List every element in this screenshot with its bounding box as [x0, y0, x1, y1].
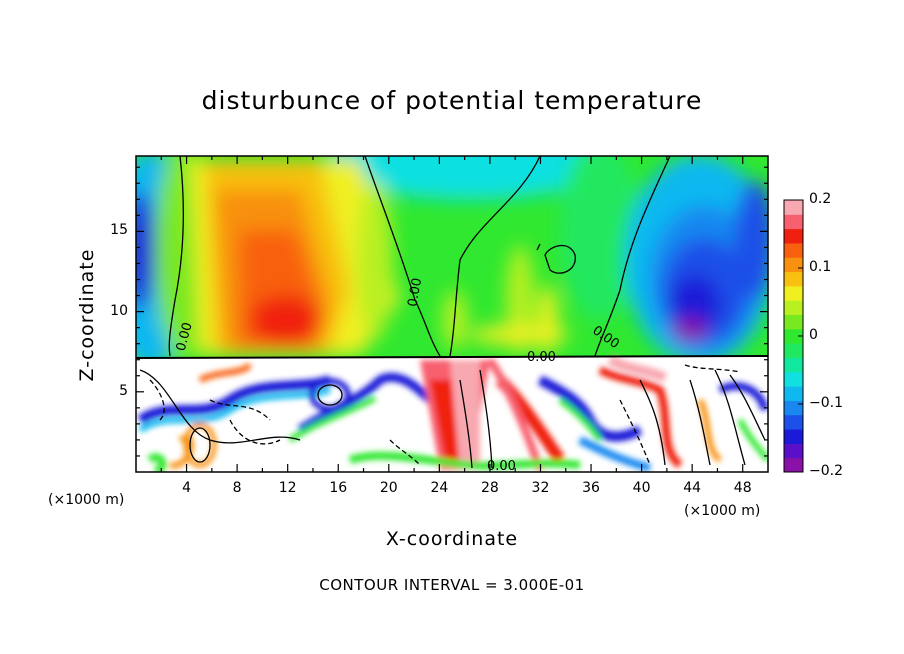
contour-lines [136, 156, 768, 469]
upper-field [136, 156, 768, 370]
colorbar-swatch [784, 200, 803, 215]
y-tick-label: 15 [110, 222, 128, 239]
colorbar-tick-label: −0.2 [809, 463, 843, 479]
colorbar-swatch [784, 371, 803, 387]
contour-label: 0.00 [405, 277, 425, 308]
contour-label: 0.00 [487, 459, 516, 474]
z-unit-label: (×1000 m) [48, 492, 125, 508]
colorbar-swatch [784, 285, 803, 301]
x-tick-label: 4 [182, 480, 191, 496]
x-tick-label: 32 [531, 480, 550, 496]
chart-title: disturbunce of potential temperature [201, 86, 703, 115]
y-tick-label: 5 [119, 382, 128, 399]
x-tick-label: 36 [582, 480, 600, 496]
colorbar-tick-label: 0 [809, 327, 818, 343]
colorbar-swatch [784, 314, 803, 330]
x-tick-label: 40 [632, 480, 651, 496]
x-tick-marks [160, 156, 744, 472]
colorbar [784, 199, 803, 473]
colorbar-tick-label: −0.1 [809, 395, 843, 411]
contour-label: 0.00 [527, 350, 556, 365]
colorbar-swatch [784, 242, 803, 258]
x-tick-label: 20 [379, 480, 398, 496]
x-tick-label: 28 [480, 480, 499, 496]
plot-field: 0.00 0.00 0.00 0.00 0.00 [136, 156, 768, 474]
colorbar-swatch [784, 457, 803, 473]
colorbar-swatch [784, 228, 803, 244]
colorbar-swatch [784, 328, 803, 344]
colorbar-swatch [784, 214, 803, 230]
colorbar-swatch [784, 386, 803, 401]
colorbar-swatch [784, 400, 803, 416]
colorbar-tick-label: 0.2 [809, 191, 832, 207]
x-tick-label: 16 [329, 480, 348, 496]
plot-frame [135, 155, 769, 473]
x-tick-label: 12 [278, 480, 297, 496]
contour-interval: CONTOUR INTERVAL = 3.000E-01 [319, 576, 585, 594]
colorbar-swatch [784, 414, 803, 430]
y-tick-marks [136, 166, 768, 457]
colorbar-swatch [784, 343, 803, 358]
colorbar-frame [783, 199, 804, 473]
colorbar-swatch [784, 257, 803, 273]
contour-label: 0.00 [174, 321, 196, 353]
x-tick-label: 24 [430, 480, 449, 496]
y-tick-label: 10 [110, 302, 128, 319]
lower-field [137, 355, 768, 472]
x-tick-label: 8 [232, 480, 242, 496]
colorbar-tick-label: 0.1 [809, 259, 832, 275]
x-unit-label: (×1000 m) [684, 503, 761, 519]
x-axis-label: X-coordinate [385, 528, 519, 550]
colorbar-swatch [784, 271, 803, 287]
colorbar-swatch [784, 443, 803, 459]
colorbar-swatch [784, 357, 803, 373]
colorbar-swatch [784, 300, 803, 316]
x-tick-label: 44 [683, 480, 702, 496]
x-tick-label: 48 [733, 480, 752, 496]
colorbar-swatch [784, 429, 803, 444]
